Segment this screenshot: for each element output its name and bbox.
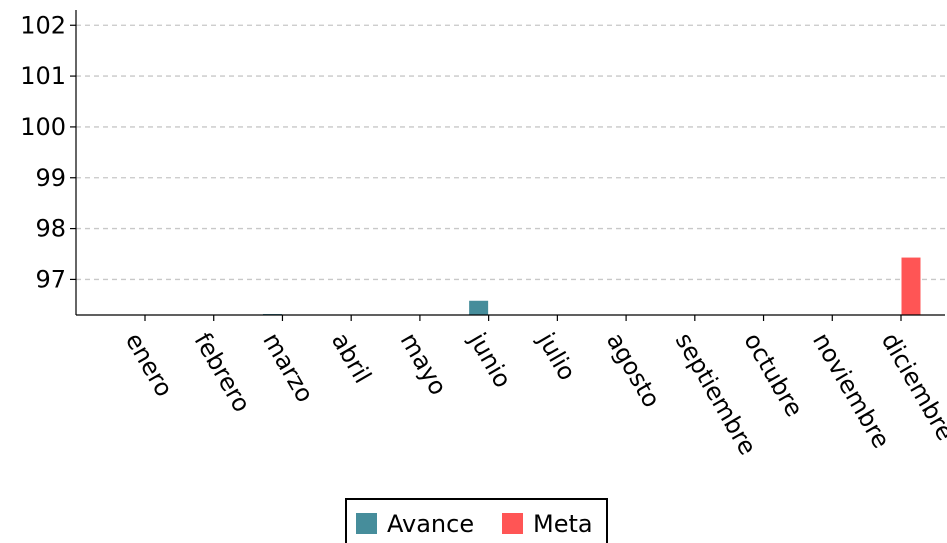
x-tick-label: mayo [395, 328, 453, 400]
axes [75, 10, 945, 316]
x-tick-label: octubre [738, 328, 808, 422]
legend-swatch-meta [502, 513, 523, 534]
y-tick-label: 97 [35, 265, 66, 293]
bar-meta-diciembre [901, 257, 921, 315]
y-tick-label: 99 [35, 164, 66, 192]
y-tick-label: 101 [20, 62, 66, 90]
legend-label-meta: Meta [533, 510, 593, 538]
legend-box [345, 498, 608, 543]
x-tick-label: junio [463, 327, 517, 392]
bars [262, 257, 921, 315]
grid-lines [76, 24, 945, 281]
y-tick-label: 102 [20, 11, 66, 39]
legend-swatch-avance [356, 513, 377, 534]
x-tick-label: julio [532, 327, 582, 385]
y-ticks: 97 98 99 100 101 102 [20, 11, 76, 293]
y-tick-label: 98 [35, 215, 66, 243]
x-ticks: enero febrero marzo abril mayo junio julio agos… [120, 315, 947, 460]
x-tick-label: febrero [189, 328, 257, 417]
bar-avance-junio [469, 300, 489, 315]
legend-label-avance: Avance [387, 510, 474, 538]
x-tick-label: marzo [257, 328, 319, 407]
x-tick-label: abril [326, 328, 377, 388]
y-tick-label: 100 [20, 113, 66, 141]
x-tick-label: enero [120, 328, 179, 402]
x-tick-label: agosto [601, 328, 666, 412]
legend: Avance Meta [345, 498, 608, 543]
